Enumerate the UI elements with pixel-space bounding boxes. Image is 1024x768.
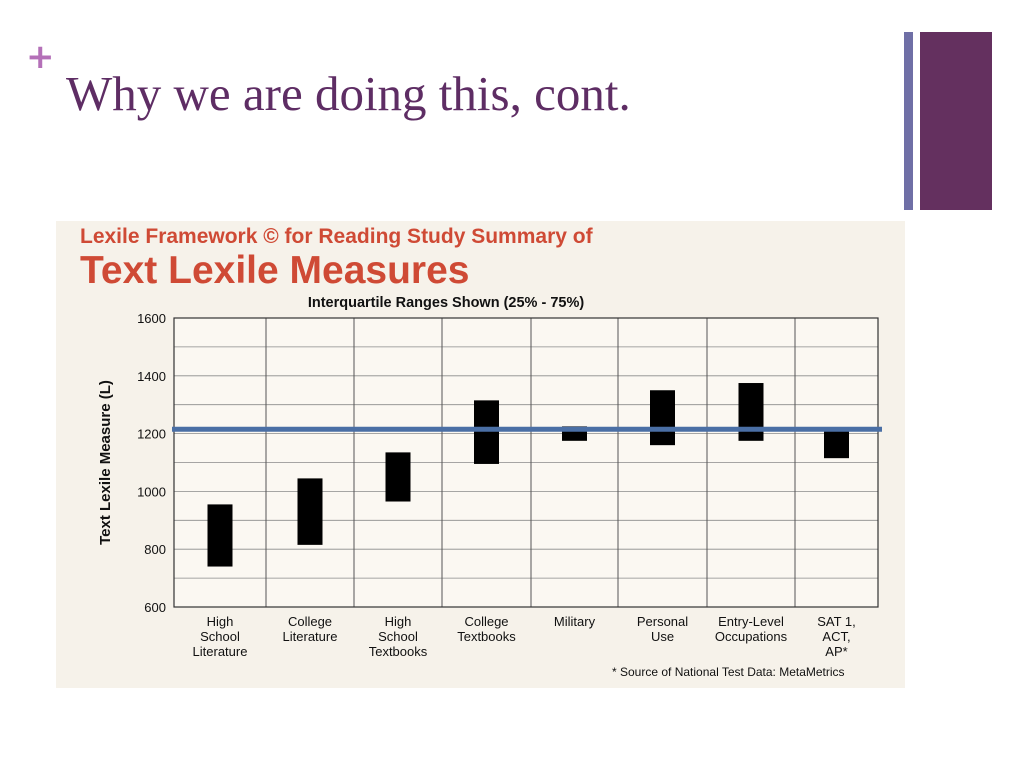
chart-title: Lexile Framework © for Reading Study Sum… <box>80 225 593 248</box>
category-label: Military <box>554 614 596 629</box>
y-tick-label: 800 <box>144 542 166 557</box>
range-bar <box>738 383 764 441</box>
category-label: Literature <box>193 644 248 659</box>
category-label: High <box>207 614 234 629</box>
chart-source: * Source of National Test Data: MetaMetr… <box>612 665 845 679</box>
category-label: Textbooks <box>369 644 428 659</box>
range-bar <box>650 390 675 446</box>
chart-image: Lexile Framework © for Reading Study Sum… <box>56 221 905 688</box>
category-label: Entry-Level <box>718 614 784 629</box>
slide-title: Why we are doing this, cont. <box>66 66 631 121</box>
category-label: Personal <box>637 614 688 629</box>
y-tick-label: 1600 <box>137 311 166 326</box>
plus-icon: + <box>26 37 55 77</box>
accent-bar-thick <box>920 32 992 210</box>
category-label: Occupations <box>715 629 788 644</box>
category-label: School <box>378 629 418 644</box>
y-tick-label: 1200 <box>137 427 166 442</box>
category-label: College <box>464 614 508 629</box>
range-bar <box>824 430 849 459</box>
accent-bar-thin <box>904 32 913 210</box>
range-bar <box>207 504 233 567</box>
y-tick-label: 1000 <box>137 484 166 499</box>
category-label: SAT 1, <box>817 614 856 629</box>
chart-subtitle: Text Lexile Measures <box>80 249 470 292</box>
category-label: Literature <box>283 629 338 644</box>
range-bar <box>474 400 499 464</box>
y-tick-label: 1400 <box>137 369 166 384</box>
lexile-chart: 600 800 1000 1200 1400 1600 Text Lexile Measur… <box>97 311 882 659</box>
range-bar <box>297 478 323 545</box>
plot-frame <box>173 317 879 608</box>
category-label: ACT, <box>822 629 850 644</box>
range-bar <box>385 452 411 502</box>
chart-note: Interquartile Ranges Shown (25% - 75%) <box>307 295 585 311</box>
category-label: Textbooks <box>457 629 516 644</box>
y-axis-label: Text Lexile Measure (L) <box>97 380 114 545</box>
category-label: AP* <box>825 644 847 659</box>
category-label: College <box>288 614 332 629</box>
y-tick-label: 600 <box>144 600 166 615</box>
category-label: High <box>385 614 412 629</box>
category-label: Use <box>651 629 674 644</box>
category-label: School <box>200 629 240 644</box>
